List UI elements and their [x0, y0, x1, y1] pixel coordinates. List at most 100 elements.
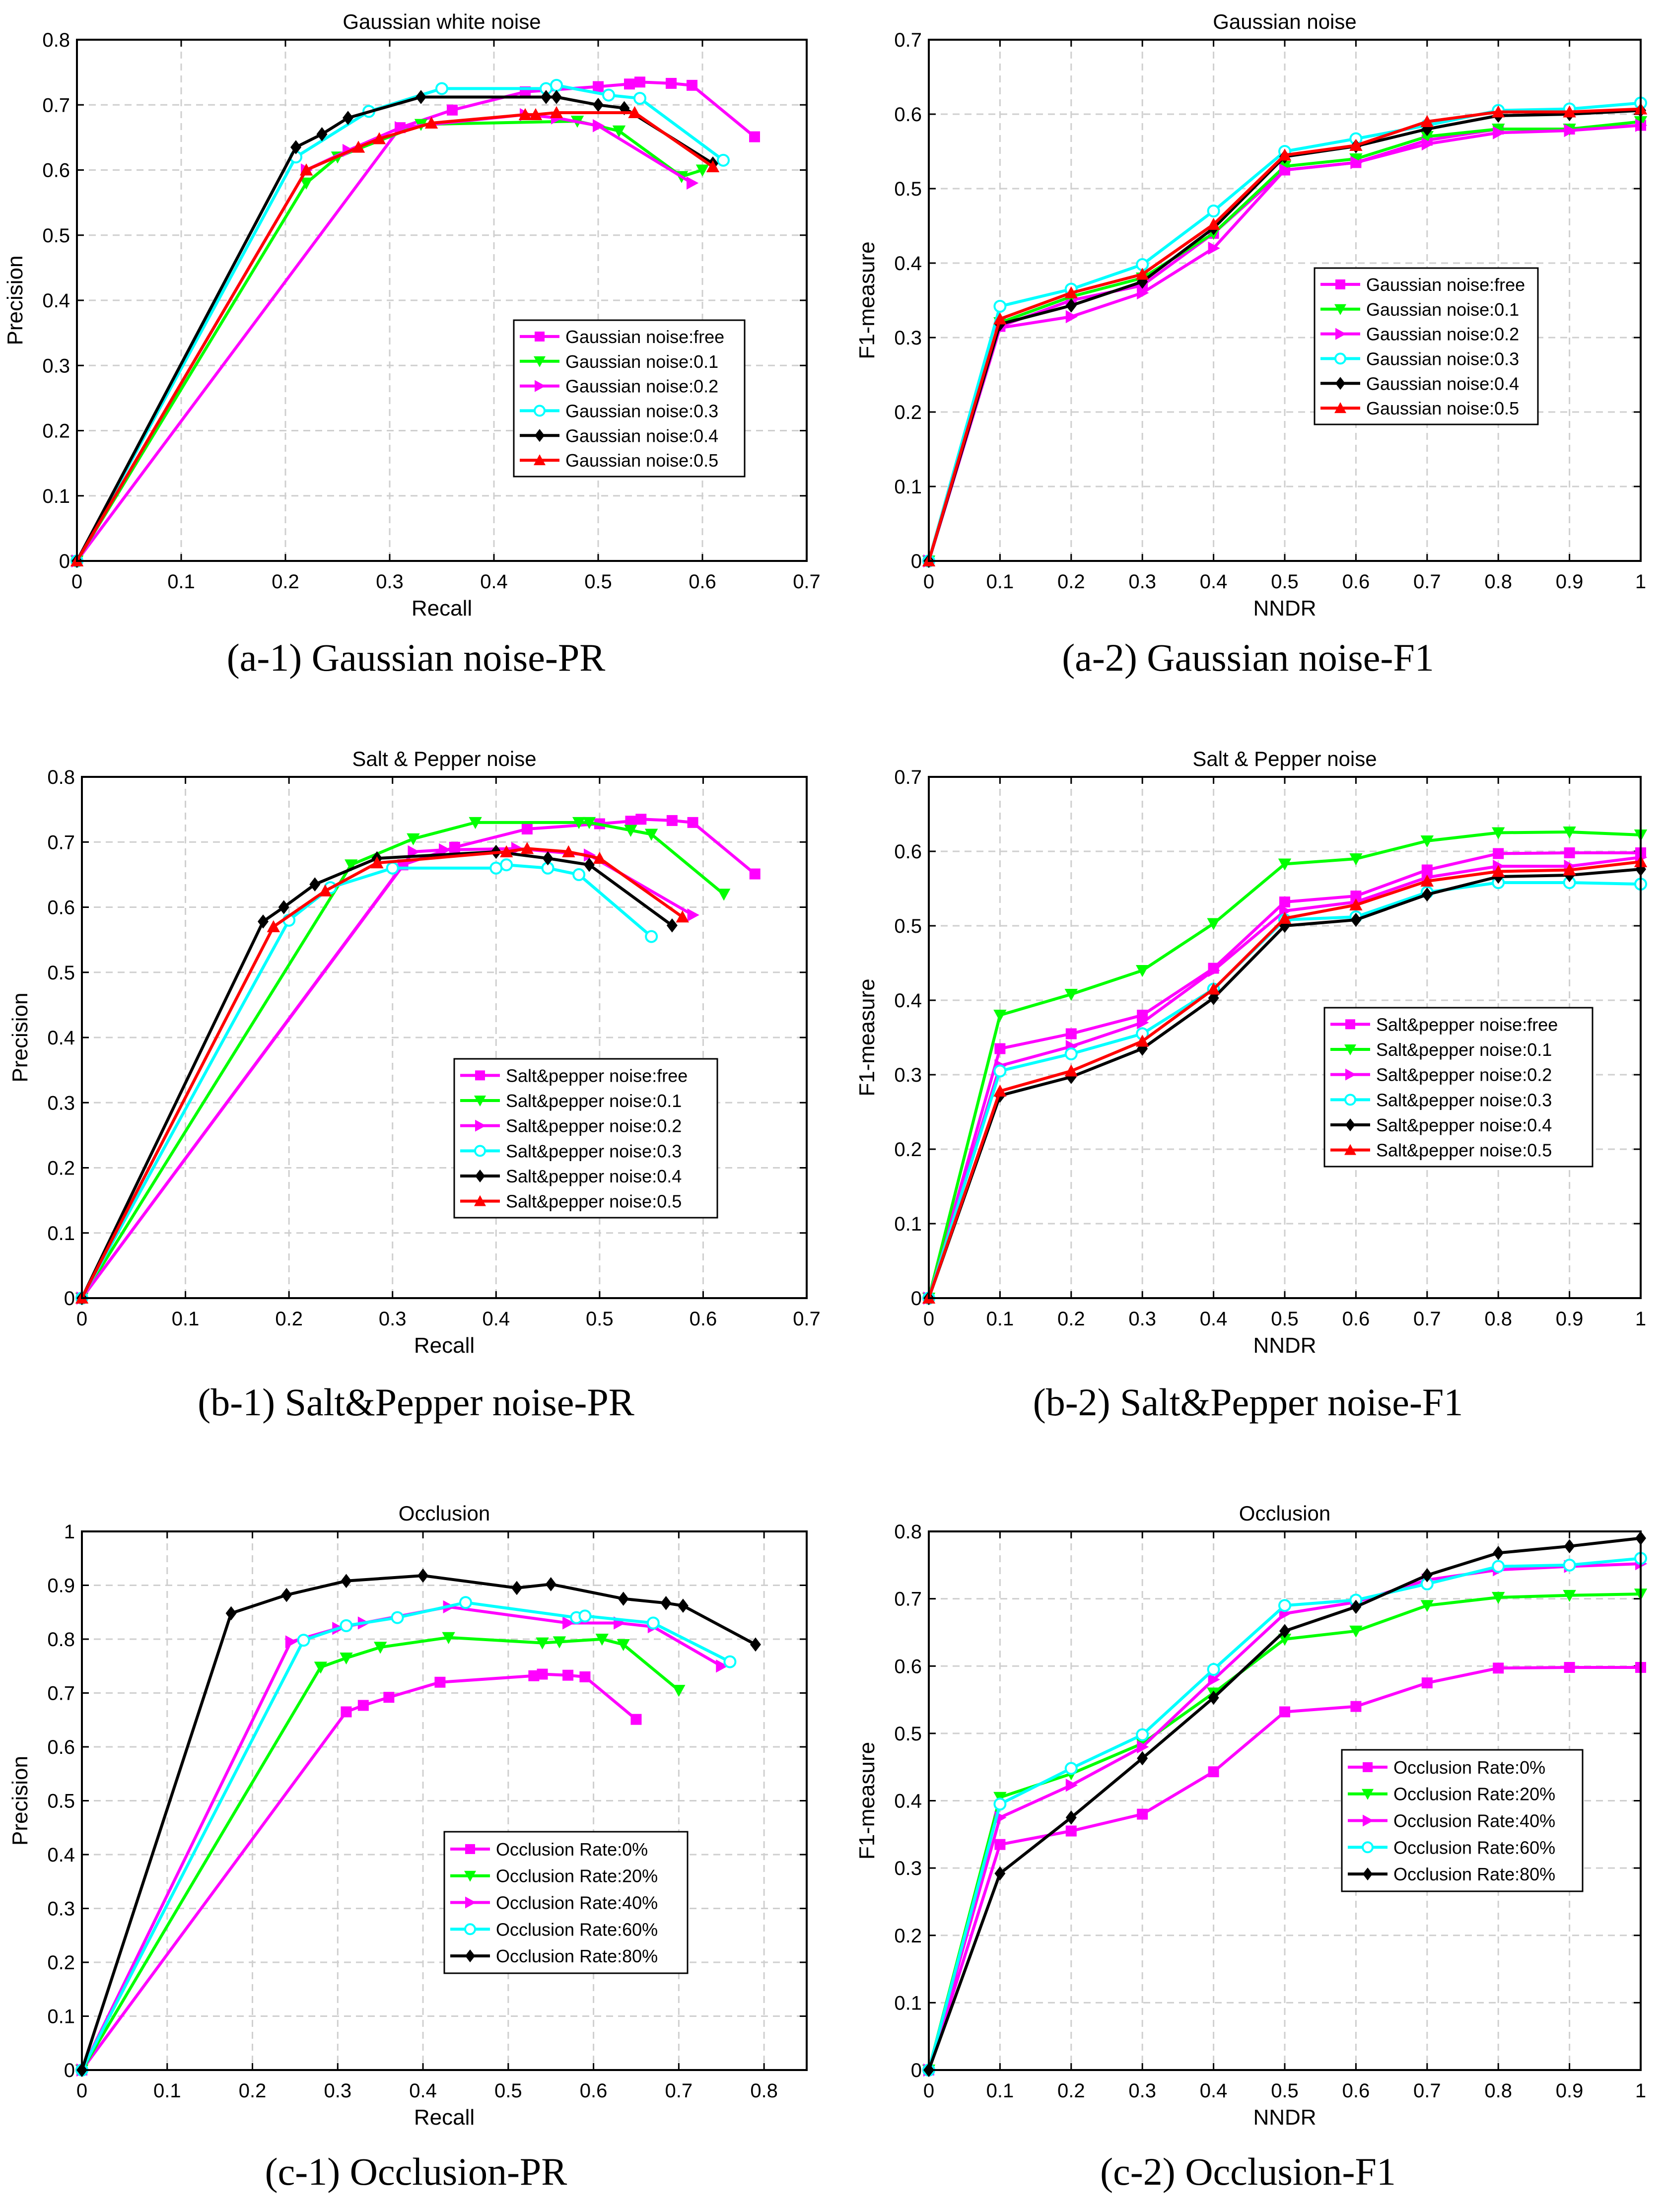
data-point	[1136, 268, 1149, 280]
data-point	[542, 851, 554, 866]
data-point	[1349, 853, 1363, 866]
y-tick-label: 0.2	[47, 1158, 75, 1179]
data-point	[1420, 131, 1434, 143]
data-point	[1493, 1662, 1504, 1674]
data-point	[500, 858, 513, 872]
y-tick-label: 0.1	[42, 485, 70, 507]
legend-marker	[535, 429, 545, 442]
y-tick-label: 0.4	[47, 1027, 75, 1049]
data-point	[1492, 827, 1505, 839]
data-point	[521, 824, 533, 834]
data-point	[1564, 1661, 1575, 1673]
legend-marker	[1334, 352, 1346, 365]
data-point	[645, 930, 658, 943]
data-point	[1137, 1751, 1148, 1766]
legend-label: Salt&pepper noise:0.1	[506, 1091, 682, 1111]
y-tick-label: 0.2	[47, 1952, 75, 1974]
y-tick-label: 0.6	[894, 1656, 922, 1677]
x-tick-label: 0.7	[793, 1308, 821, 1330]
data-point	[1208, 1766, 1219, 1778]
x-tick-label: 0.5	[586, 1308, 614, 1330]
data-point	[582, 817, 596, 830]
y-tick-label: 0.6	[894, 841, 922, 863]
data-point	[993, 300, 1007, 313]
data-point	[357, 1700, 369, 1711]
y-tick-label: 0.5	[42, 225, 70, 247]
data-point	[676, 910, 689, 923]
data-point	[370, 856, 384, 869]
x-tick-label: 0.7	[1413, 2080, 1441, 2102]
data-point	[541, 90, 552, 104]
legend: Gaussian noise:free Gaussian noise:0.1 Gau…	[1314, 267, 1539, 425]
data-point	[618, 1591, 629, 1606]
data-point	[351, 140, 365, 153]
y-tick-label: 0	[911, 1288, 922, 1310]
y-tick-label: 0.5	[894, 1723, 922, 1745]
x-tick-label: 0.5	[494, 2080, 522, 2102]
y-tick-label: 0.6	[47, 1736, 75, 1758]
data-point	[993, 1010, 1007, 1022]
data-point	[550, 78, 563, 92]
data-point	[1065, 1779, 1078, 1792]
y-tick-label: 0	[59, 551, 70, 572]
x-tick-label: 0.4	[480, 571, 508, 593]
y-tick-label: 0.3	[894, 1064, 922, 1086]
series-line	[75, 95, 714, 562]
legend-label: Occlusion Rate:40%	[496, 1893, 658, 1913]
y-tick-label: 0.3	[47, 1092, 75, 1114]
x-tick-label: 0.1	[986, 1308, 1014, 1330]
data-point	[340, 1652, 353, 1665]
x-tick-label: 0.2	[275, 1308, 303, 1330]
data-point	[299, 163, 313, 176]
data-point	[391, 1611, 404, 1624]
legend-label: Occlusion Rate:20%	[496, 1866, 658, 1886]
data-point	[687, 817, 698, 828]
data-point	[1278, 1599, 1291, 1612]
legend-label: Gaussian noise:0.1	[565, 351, 718, 372]
data-point	[314, 1661, 328, 1674]
data-point	[435, 82, 448, 95]
data-point	[309, 877, 321, 892]
legend-marker	[465, 1844, 475, 1854]
y-tick-label: 0.9	[47, 1575, 75, 1597]
legend-item: Gaussian noise:0.5	[520, 450, 718, 471]
legend-item: Salt&pepper noise:free	[460, 1065, 688, 1086]
x-tick-label: 0	[923, 2080, 934, 2102]
legend-label: Salt&pepper noise:0.2	[506, 1116, 682, 1136]
series-6	[922, 855, 1648, 1304]
y-axis-label: Precision	[8, 993, 32, 1083]
data-point	[545, 1577, 556, 1591]
data-point	[1064, 286, 1078, 298]
legend-item: Occlusion Rate:60%	[450, 1919, 658, 1939]
data-point	[1421, 887, 1433, 902]
legend-label: Salt&pepper noise:0.4	[506, 1166, 682, 1186]
legend-label: Salt&pepper noise:0.5	[1376, 1140, 1552, 1161]
data-point	[1493, 848, 1504, 859]
x-tick-label: 0.3	[1128, 2080, 1156, 2102]
y-tick-label: 0.4	[47, 1844, 75, 1866]
data-point	[1208, 1673, 1220, 1686]
data-point	[442, 1632, 455, 1644]
data-point	[1278, 911, 1292, 924]
data-point	[1420, 1600, 1434, 1612]
data-point	[1207, 217, 1220, 230]
data-point	[1065, 1810, 1077, 1825]
data-point	[579, 1671, 591, 1682]
x-tick-label: 0.9	[1556, 2080, 1584, 2102]
chart-title: Occlusion	[399, 1502, 490, 1525]
data-point	[672, 1685, 686, 1697]
y-tick-label: 0.1	[894, 1992, 922, 2014]
legend-label: Salt&pepper noise:free	[506, 1065, 688, 1086]
legend-label: Gaussian noise:0.5	[1366, 398, 1519, 418]
chart-title: Occlusion	[1239, 1502, 1330, 1525]
y-tick-label: 0.5	[47, 962, 75, 984]
data-point	[553, 1636, 566, 1649]
data-point	[1492, 105, 1505, 118]
data-point	[1065, 298, 1077, 313]
chart-saltpepper-f1: 0 0.1 0.2 0.3 0.4 0.5 0.6 0.7 0.8 0.9 1 0 0.1 0.2 0.3 0…	[855, 747, 1648, 1358]
legend-marker	[1335, 377, 1345, 390]
legend-label: Occlusion Rate:20%	[1393, 1784, 1555, 1804]
legend-label: Salt&pepper noise:0.5	[506, 1191, 682, 1212]
legend-marker	[1345, 1068, 1356, 1081]
